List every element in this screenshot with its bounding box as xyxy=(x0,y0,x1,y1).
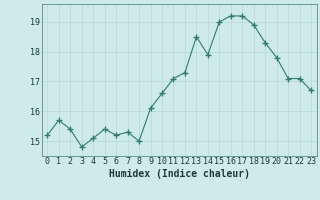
X-axis label: Humidex (Indice chaleur): Humidex (Indice chaleur) xyxy=(109,169,250,179)
